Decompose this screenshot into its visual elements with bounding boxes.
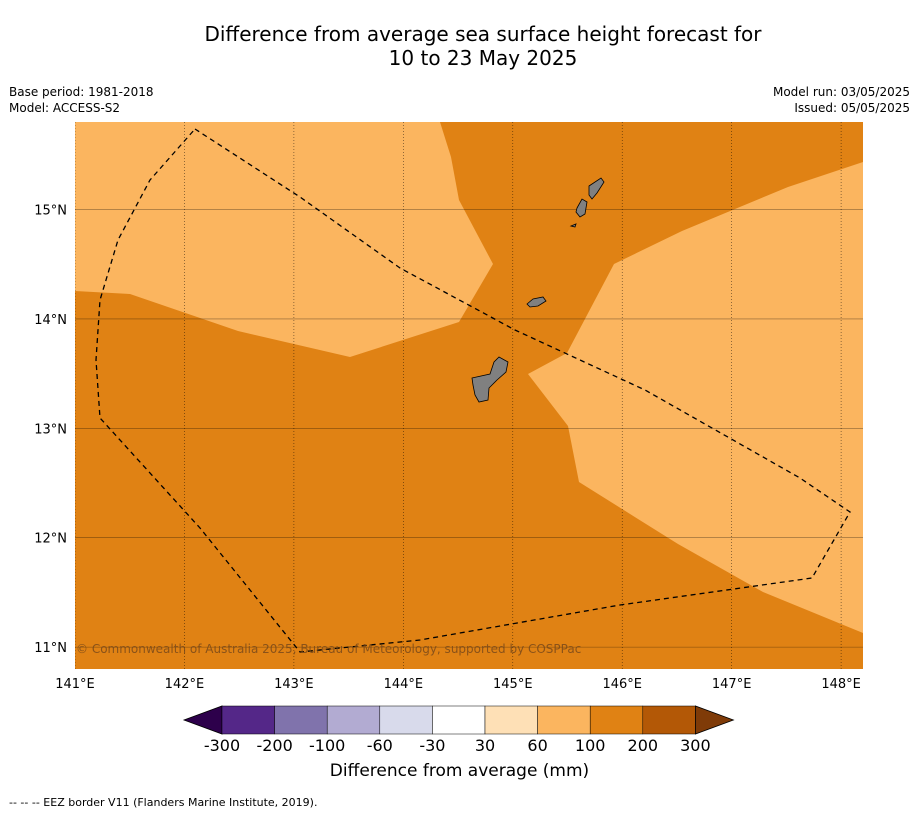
- issued-date: Issued: 05/05/2025: [794, 101, 910, 115]
- latitude-label: 13°N: [34, 422, 67, 437]
- colorbar-extend-low: [182, 705, 223, 735]
- colorbar-tick-label: -200: [256, 736, 292, 755]
- model-name: Model: ACCESS-S2: [9, 101, 121, 115]
- colorbar-tick-label: 200: [628, 736, 659, 755]
- colorbar-tick-label: 30: [475, 736, 495, 755]
- colorbar-tick-label: -60: [367, 736, 393, 755]
- eez-legend-footer: -- -- -- EEZ border V11 (Flanders Marine…: [9, 796, 318, 809]
- longitude-label: 145°E: [493, 677, 533, 692]
- colorbar-tick-label: 300: [680, 736, 711, 755]
- latitude-label: 15°N: [34, 204, 67, 219]
- chart-title: Difference from average sea surface heig…: [0, 22, 919, 70]
- island-guam: [471, 356, 509, 403]
- model-run: Model run: 03/05/2025: [772, 85, 910, 99]
- island-saipan: [588, 177, 605, 200]
- map-gridlines: [75, 122, 863, 669]
- colorbar-swatch: [484, 705, 538, 735]
- latitude-label: 12°N: [34, 532, 67, 547]
- land-islands: [471, 177, 605, 403]
- longitude-label: 141°E: [55, 677, 95, 692]
- longitude-label: 146°E: [602, 677, 642, 692]
- island-tinian: [575, 198, 588, 218]
- map-area: © Commonwealth of Australia 2025, Bureau…: [75, 122, 863, 669]
- anomaly-region-60-100-northwest: [75, 122, 493, 357]
- title-line-2: 10 to 23 May 2025: [388, 46, 578, 70]
- colorbar-tick-label: 60: [527, 736, 547, 755]
- colorbar-swatch: [379, 705, 433, 735]
- colorbar-swatch: [432, 705, 486, 735]
- longitude-label: 144°E: [384, 677, 424, 692]
- latitude-label: 11°N: [34, 641, 67, 656]
- colorbar-swatch: [274, 705, 328, 735]
- colorbar-tick-label: -300: [204, 736, 240, 755]
- colorbar-extend-high: [695, 705, 735, 735]
- longitude-label: 143°E: [274, 677, 314, 692]
- meta-right: Model run: 03/05/2025 Issued: 05/05/2025: [773, 84, 910, 116]
- meta-left: Base period: 1981-2018 Model: ACCESS-S2: [9, 84, 154, 116]
- colorbar-title: Difference from average (mm): [329, 761, 590, 781]
- colorbar-swatch: [326, 705, 381, 735]
- copyright-text: © Commonwealth of Australia 2025, Bureau…: [76, 642, 581, 656]
- longitude-label: 147°E: [712, 677, 752, 692]
- base-period: Base period: 1981-2018: [9, 85, 154, 99]
- colorbar-swatch: [642, 705, 696, 735]
- longitude-tick-labels: 141°E 142°E 143°E 144°E 145°E 146°E 147°E 148°E: [55, 677, 861, 692]
- colorbar-swatch: [589, 705, 644, 735]
- colorbar-tick-label: -30: [419, 736, 445, 755]
- island-aguijan: [569, 223, 577, 228]
- anomaly-region-60-100-east: [528, 162, 863, 633]
- longitude-label: 148°E: [821, 677, 861, 692]
- title-line-1: Difference from average sea surface heig…: [204, 22, 762, 46]
- longitude-label: 142°E: [165, 677, 205, 692]
- island-rota: [526, 296, 547, 308]
- colorbar-tick-label: 100: [575, 736, 606, 755]
- colorbar-tick-label: -100: [309, 736, 345, 755]
- colorbar-swatch: [221, 705, 275, 735]
- colorbar: -300 -200 -100 -60 -30 30 60 100 200 300: [182, 705, 735, 755]
- colorbar-swatch: [537, 705, 591, 735]
- latitude-label: 14°N: [34, 313, 67, 328]
- latitude-tick-labels: 11°N 12°N 13°N 14°N 15°N: [34, 204, 67, 657]
